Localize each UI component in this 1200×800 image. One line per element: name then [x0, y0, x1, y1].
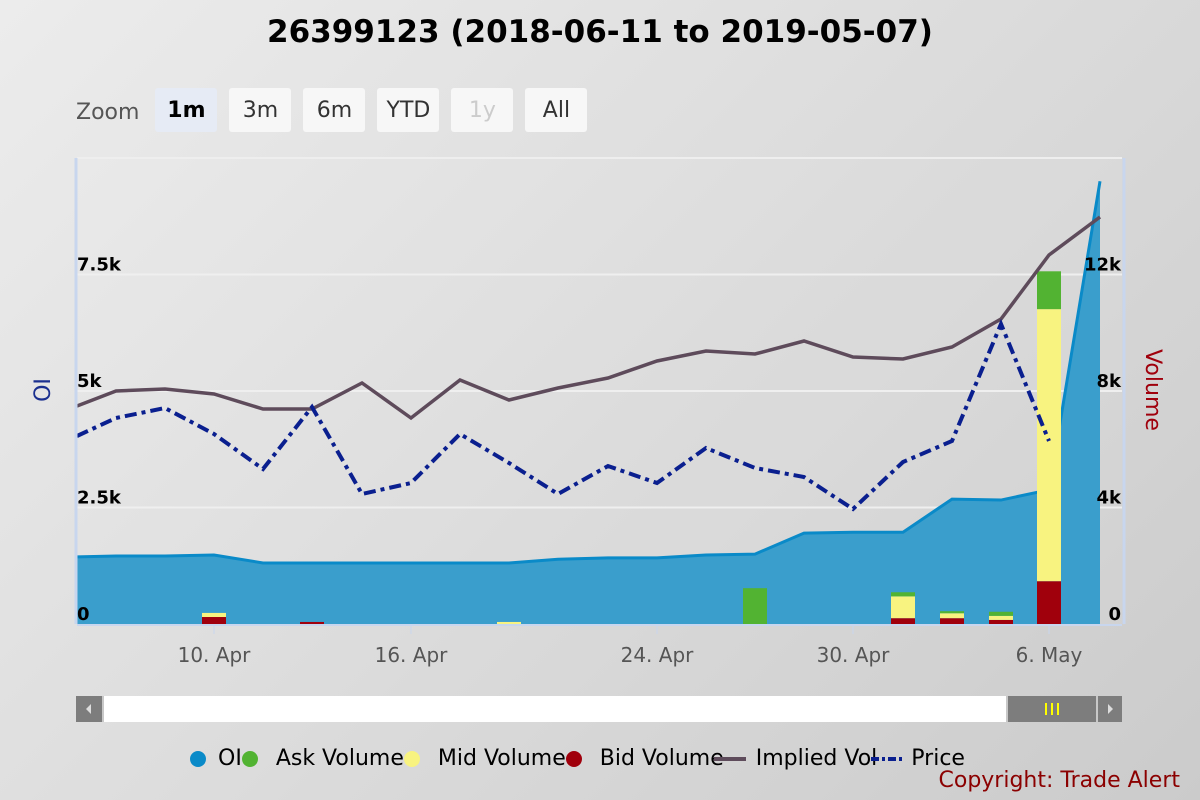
chevron-left-icon	[86, 704, 91, 714]
chevron-right-icon	[1108, 704, 1113, 714]
legend-item-implied-vol[interactable]: Implied Vol	[713, 746, 878, 771]
right-axis-tick: 4k	[1097, 488, 1123, 509]
price-line-icon	[871, 756, 904, 761]
price-path	[76, 318, 1051, 512]
x-axis-tick: 16. Apr	[375, 643, 449, 667]
zoom-selector: Zoom 1m 3m 6m YTD 1y All	[76, 88, 599, 132]
legend-label: Implied Vol	[755, 746, 878, 771]
x-axis-tick: 30. Apr	[817, 643, 891, 667]
mid-bar	[891, 596, 915, 619]
mid-dot-icon	[403, 750, 420, 767]
navigator-scrollbar[interactable]	[76, 696, 1122, 722]
mid-bar	[940, 613, 964, 619]
legend-label: Bid Volume	[599, 746, 724, 771]
oi-dot-icon	[190, 750, 206, 767]
mid-bar	[497, 621, 521, 624]
zoom-3m-button[interactable]: 3m	[229, 88, 292, 132]
left-axis-tick: 0	[77, 604, 90, 625]
grip-icon	[1045, 703, 1059, 715]
zoom-ytd-button[interactable]: YTD	[377, 88, 440, 132]
legend-item-oi[interactable]: OI	[190, 746, 242, 771]
copyright-text: Copyright: Trade Alert	[938, 768, 1181, 793]
left-axis-tick: 7.5k	[77, 255, 122, 276]
chart-title: 26399123 (2018-06-11 to 2019-05-07)	[267, 14, 933, 50]
zoom-1m-button[interactable]: 1m	[155, 88, 218, 132]
oi-area-fill	[77, 181, 1100, 625]
axes: 0 2.5k 5k 7.5k 0 4k 8k 12k 10. Apr 16. Apr 24. Apr…	[31, 158, 1165, 667]
right-axis-tick: 8k	[1097, 371, 1123, 392]
x-axis-tick: 10. Apr	[178, 643, 252, 667]
mid-bar	[202, 612, 226, 618]
legend-item-ask-volume[interactable]: Ask Volume	[241, 746, 404, 771]
left-axis-tick: 5k	[77, 371, 103, 392]
legend-label: OI	[218, 746, 242, 771]
implied-vol-line-icon	[713, 756, 746, 761]
legend-label: Ask Volume	[275, 746, 404, 771]
scroll-left-button[interactable]	[76, 696, 102, 722]
bid-bar	[202, 617, 226, 624]
mid-bar	[1037, 309, 1061, 582]
ask-bar	[989, 611, 1013, 616]
scroll-track[interactable]	[104, 696, 1006, 722]
ask-dot-icon	[241, 750, 258, 767]
zoom-1y-button: 1y	[451, 88, 514, 132]
legend: OI Ask Volume Mid Volume Bid Volume Impl…	[190, 746, 965, 771]
bid-bar	[940, 618, 964, 624]
oi-area-series	[76, 181, 1102, 625]
legend-item-price[interactable]: Price	[871, 746, 965, 771]
bid-bar	[300, 621, 324, 624]
right-axis-tick: 0	[1108, 604, 1121, 625]
bid-bar	[1037, 581, 1061, 624]
scroll-thumb[interactable]	[1008, 696, 1096, 722]
x-axis-tick: 6. May	[1016, 643, 1083, 667]
right-axis-tick: 12k	[1084, 255, 1122, 276]
left-axis-tick: 2.5k	[77, 488, 122, 509]
scroll-right-button[interactable]	[1098, 696, 1122, 722]
ask-bar	[1037, 271, 1061, 310]
bid-bar	[989, 619, 1013, 624]
volume-bars	[202, 271, 1061, 624]
zoom-6m-button[interactable]: 6m	[303, 88, 366, 132]
left-axis-title: OI	[31, 378, 56, 402]
implied-vol-line	[76, 215, 1102, 421]
zoom-label: Zoom	[76, 99, 140, 125]
zoom-all-button[interactable]: All	[525, 88, 588, 132]
price-line	[76, 318, 1051, 512]
bid-bar	[891, 618, 915, 624]
legend-item-mid-volume[interactable]: Mid Volume	[403, 746, 566, 771]
ask-bar	[743, 588, 767, 624]
right-axis-title: Volume	[1140, 349, 1165, 431]
implied-vol-path	[76, 215, 1102, 421]
legend-label: Price	[911, 746, 965, 771]
ask-bar	[891, 592, 915, 597]
legend-item-bid-volume[interactable]: Bid Volume	[565, 746, 724, 771]
chart-plot: 0 2.5k 5k 7.5k 0 4k 8k 12k 10. Apr 16. Apr 24. Apr…	[31, 157, 1165, 667]
ask-bar	[940, 611, 964, 614]
legend-label: Mid Volume	[437, 746, 566, 771]
x-axis-tick: 24. Apr	[621, 643, 695, 667]
oi-line	[76, 181, 1102, 565]
mid-bar	[989, 615, 1013, 620]
bid-dot-icon	[565, 750, 582, 767]
